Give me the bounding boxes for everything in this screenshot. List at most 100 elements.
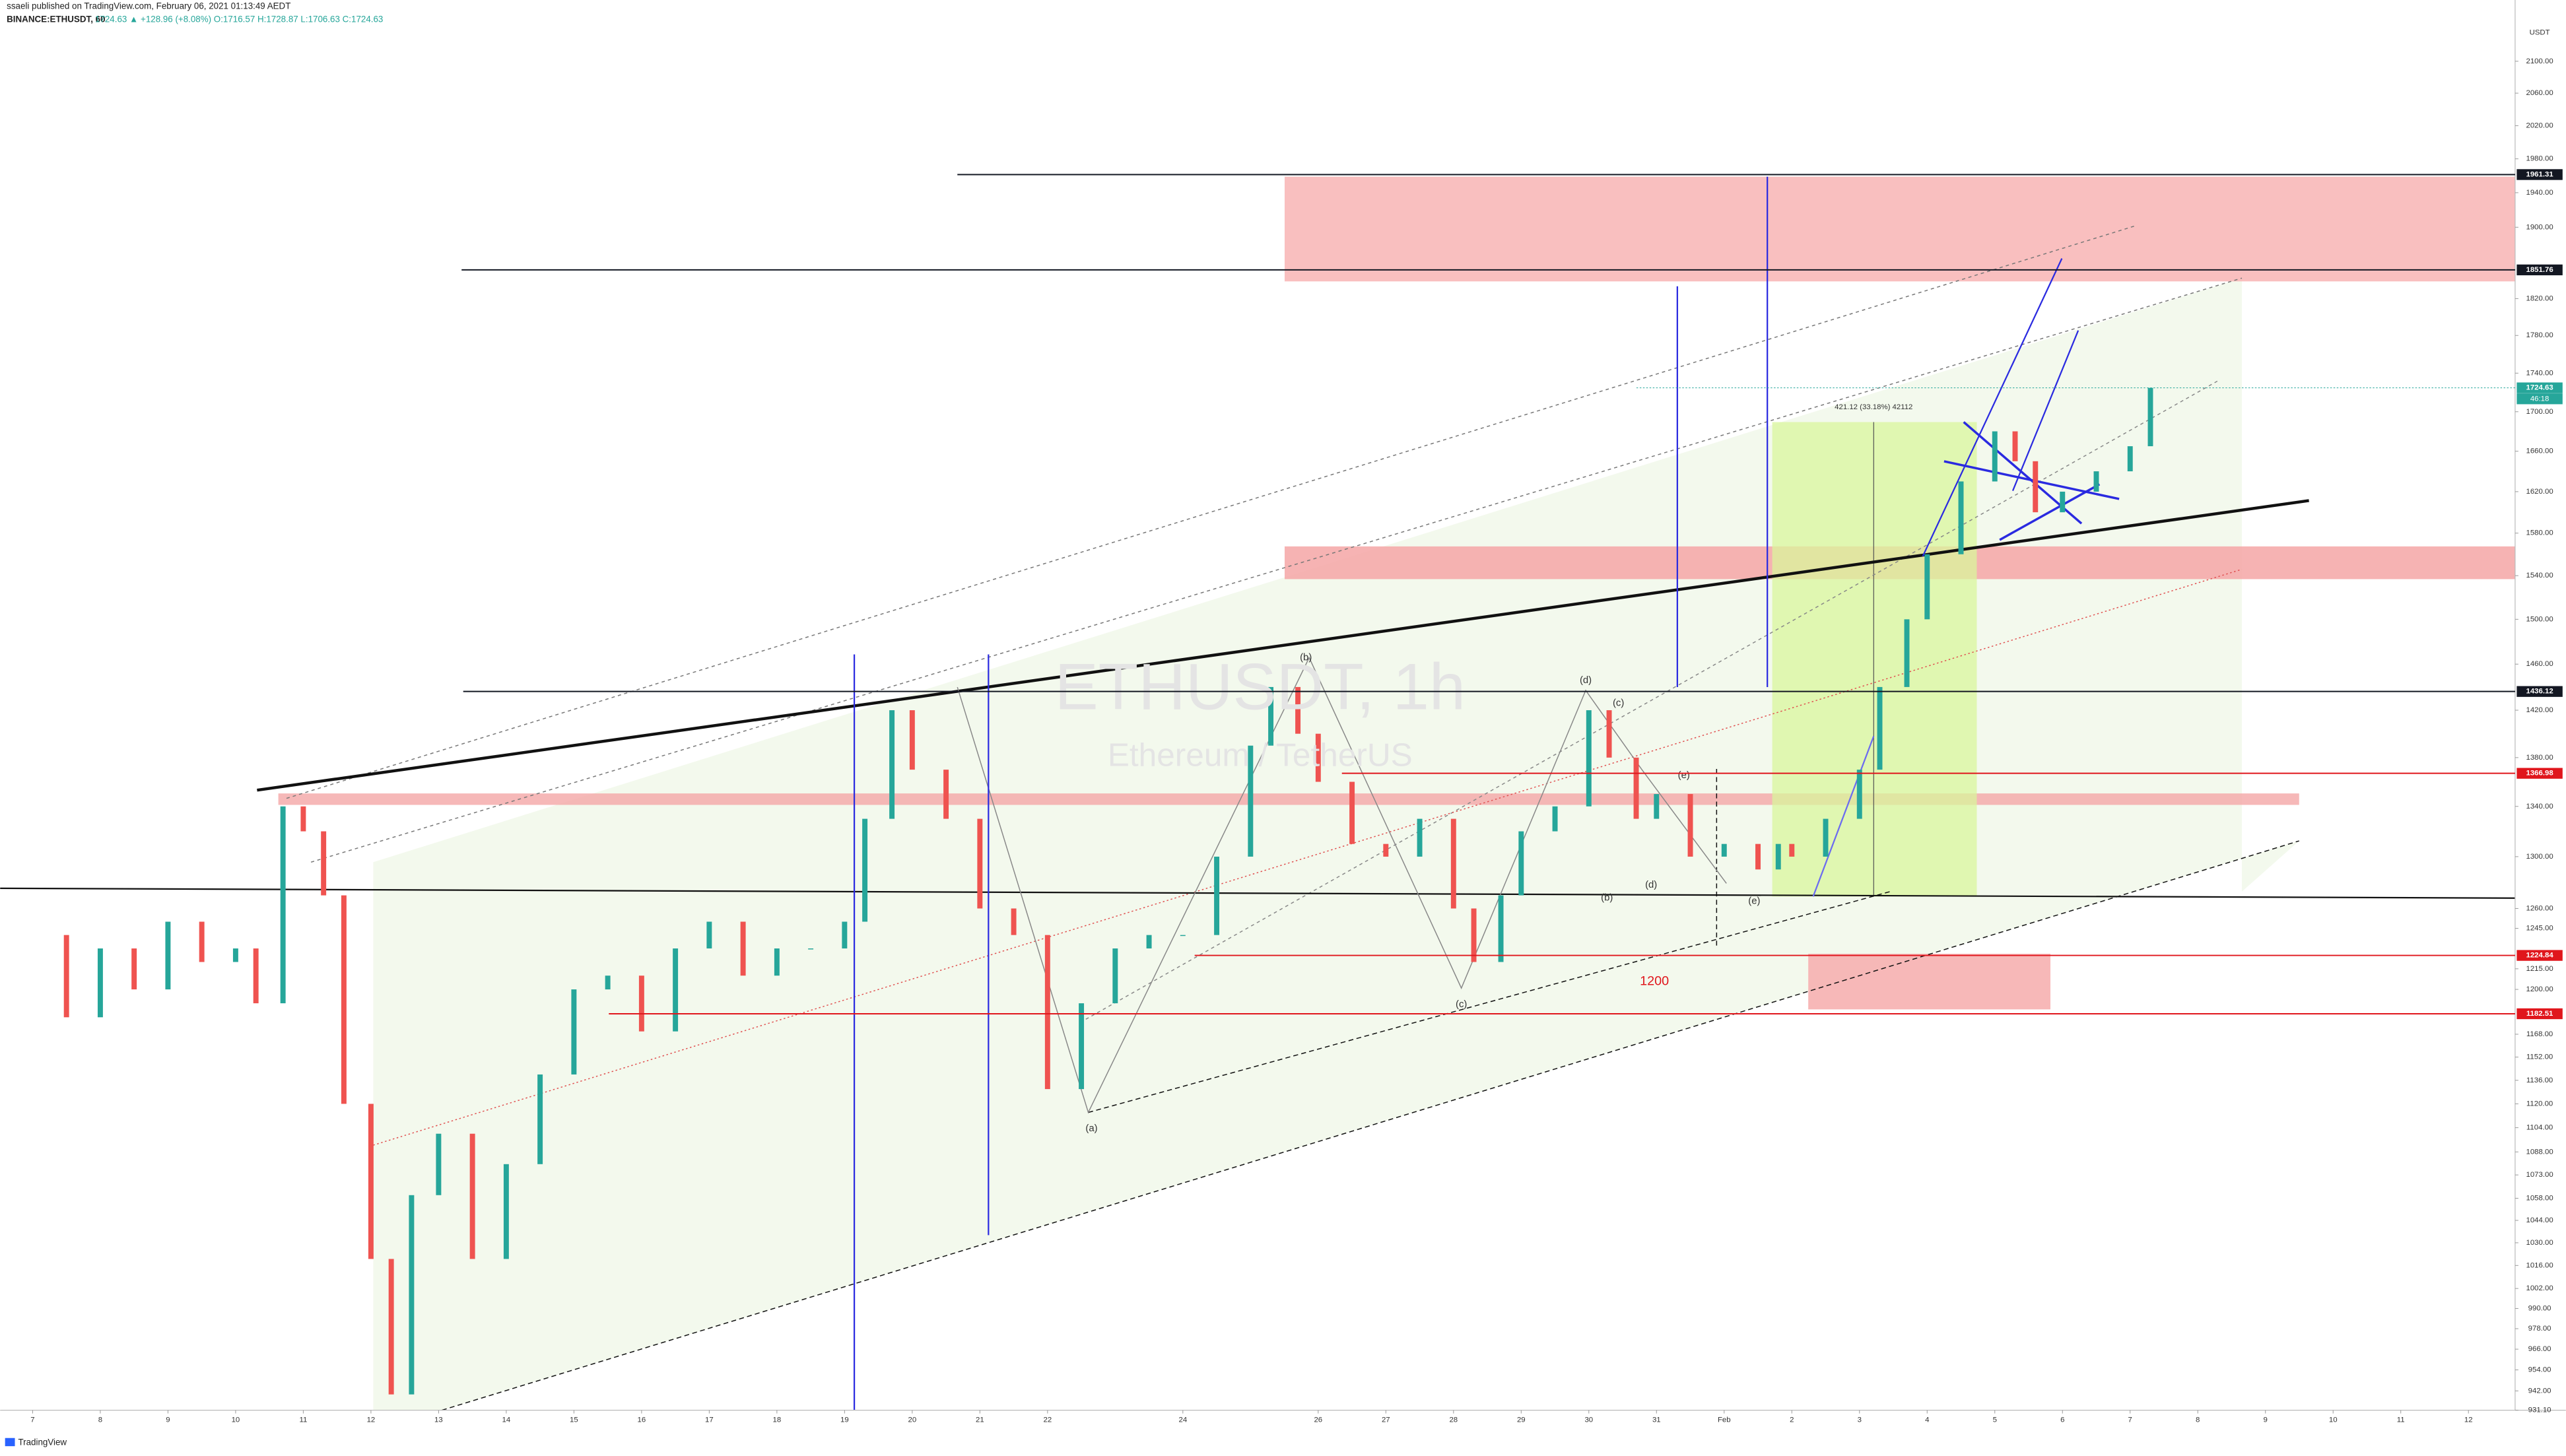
y-tick-label: 954.00 — [2528, 1366, 2551, 1374]
x-tick-label: 2 — [1790, 1416, 1794, 1424]
candle — [1112, 948, 1118, 1004]
y-tick-label: 978.00 — [2528, 1325, 2551, 1333]
candle — [706, 921, 712, 949]
y-tick-label: 2100.00 — [2526, 57, 2553, 65]
candle — [537, 1074, 543, 1164]
y-tick-label: 1620.00 — [2526, 488, 2553, 496]
candle — [1552, 806, 1558, 832]
wave-label: (e) — [1678, 770, 1690, 781]
x-tick-label: 26 — [1314, 1416, 1322, 1424]
y-tick-label: 1900.00 — [2526, 223, 2553, 231]
candle — [1904, 619, 1910, 687]
candle — [1471, 908, 1477, 962]
candle — [1633, 757, 1639, 819]
x-tick-label: 29 — [1517, 1416, 1526, 1424]
price-label: 1436.12 — [2526, 688, 2553, 696]
y-tick-label: 990.00 — [2528, 1304, 2551, 1312]
x-tick-label: 10 — [2329, 1416, 2338, 1424]
horizontal-support — [0, 887, 2515, 899]
y-tick-label: 1016.00 — [2526, 1261, 2553, 1269]
candle — [1268, 686, 1274, 746]
price-label-box — [2516, 169, 2563, 180]
candle — [1214, 856, 1220, 935]
footer: TradingView — [18, 1438, 67, 1447]
candle — [638, 976, 644, 1032]
candle — [943, 770, 949, 819]
candle — [2012, 431, 2018, 461]
candle — [2127, 446, 2133, 472]
watermark-sub: Ethereum / TetherUS — [1108, 737, 1413, 774]
candle — [280, 806, 286, 1004]
price-label: 1851.76 — [2526, 266, 2553, 274]
candle — [1823, 818, 1829, 857]
y-tick-label: 1580.00 — [2526, 529, 2553, 537]
channel-lines — [0, 225, 2515, 1411]
x-tick-label: 20 — [908, 1416, 917, 1424]
logo — [5, 1438, 15, 1447]
marks — [63, 387, 2153, 1395]
countdown-box — [2516, 393, 2563, 405]
candle — [1349, 781, 1355, 844]
x-tick-label: 7 — [30, 1416, 34, 1424]
wave-label: (a) — [1085, 1123, 1097, 1134]
x-tick-label: 11 — [299, 1416, 307, 1424]
axis-unit: USDT — [2530, 29, 2550, 37]
candle — [1877, 686, 1883, 770]
x-tick-label: 11 — [2397, 1416, 2405, 1424]
annotation: 1200 — [1640, 974, 1669, 988]
candle — [571, 989, 577, 1075]
price-label: 1366.98 — [2526, 770, 2553, 778]
x-tick-label: 5 — [1993, 1416, 1997, 1424]
candle — [321, 831, 327, 896]
x-tick-label: 18 — [773, 1416, 782, 1424]
x-tick-label: 12 — [367, 1416, 376, 1424]
candle — [673, 948, 679, 1032]
candle — [1498, 895, 1504, 962]
x-tick-label: 9 — [166, 1416, 170, 1424]
y-tick-label: 1260.00 — [2526, 904, 2553, 912]
channel-upper — [310, 277, 2243, 863]
x-tick-label: 9 — [2264, 1416, 2268, 1424]
candle — [1180, 935, 1186, 937]
candle — [1146, 935, 1152, 949]
y-tick-label: 1740.00 — [2526, 369, 2553, 377]
x-tick-label: 17 — [705, 1416, 714, 1424]
candle — [862, 818, 868, 922]
price-label-box — [2516, 1008, 2563, 1020]
candle — [253, 948, 259, 1004]
y-tick-label: 1168.00 — [2526, 1030, 2553, 1038]
y-tick-label: 1460.00 — [2526, 660, 2553, 668]
y-tick-label: 1940.00 — [2526, 189, 2553, 197]
candle — [199, 921, 205, 962]
candle — [842, 921, 848, 949]
candle — [2093, 471, 2099, 492]
candle — [2147, 387, 2153, 447]
candle — [808, 948, 814, 950]
triangle-line — [1999, 483, 2101, 541]
candle — [1755, 844, 1761, 870]
quote: 1724.63 ▲ +128.96 (+8.08%) O:1716.57 H:1… — [95, 14, 383, 24]
x-tick-label: 8 — [2196, 1416, 2200, 1424]
candle — [368, 1104, 374, 1259]
candle — [1992, 431, 1998, 482]
y-tick-label: 1088.00 — [2526, 1148, 2553, 1156]
y-tick-label: 1500.00 — [2526, 615, 2553, 623]
y-tick-label: 1700.00 — [2526, 408, 2553, 416]
candle — [1789, 844, 1795, 857]
channel-outer — [286, 225, 2136, 799]
y-tick-label: 1120.00 — [2526, 1100, 2553, 1108]
candle — [740, 921, 746, 976]
x-tick-label: Feb — [1718, 1416, 1731, 1424]
measure-label: 421.12 (33.18%) 42112 — [1835, 403, 1912, 411]
candle — [774, 948, 780, 976]
y-tick-label: 1980.00 — [2526, 155, 2553, 163]
channel-mid — [1079, 380, 2218, 1023]
y-tick-label: 1030.00 — [2526, 1239, 2553, 1247]
y-tick-label: 1200.00 — [2526, 985, 2553, 993]
candle — [1654, 794, 1660, 819]
y-tick-label: 1540.00 — [2526, 572, 2553, 579]
x-tick-label: 28 — [1449, 1416, 1458, 1424]
countdown: 46:18 — [2530, 395, 2549, 403]
y-tick-label: 966.00 — [2528, 1345, 2551, 1353]
candle — [1450, 818, 1456, 909]
